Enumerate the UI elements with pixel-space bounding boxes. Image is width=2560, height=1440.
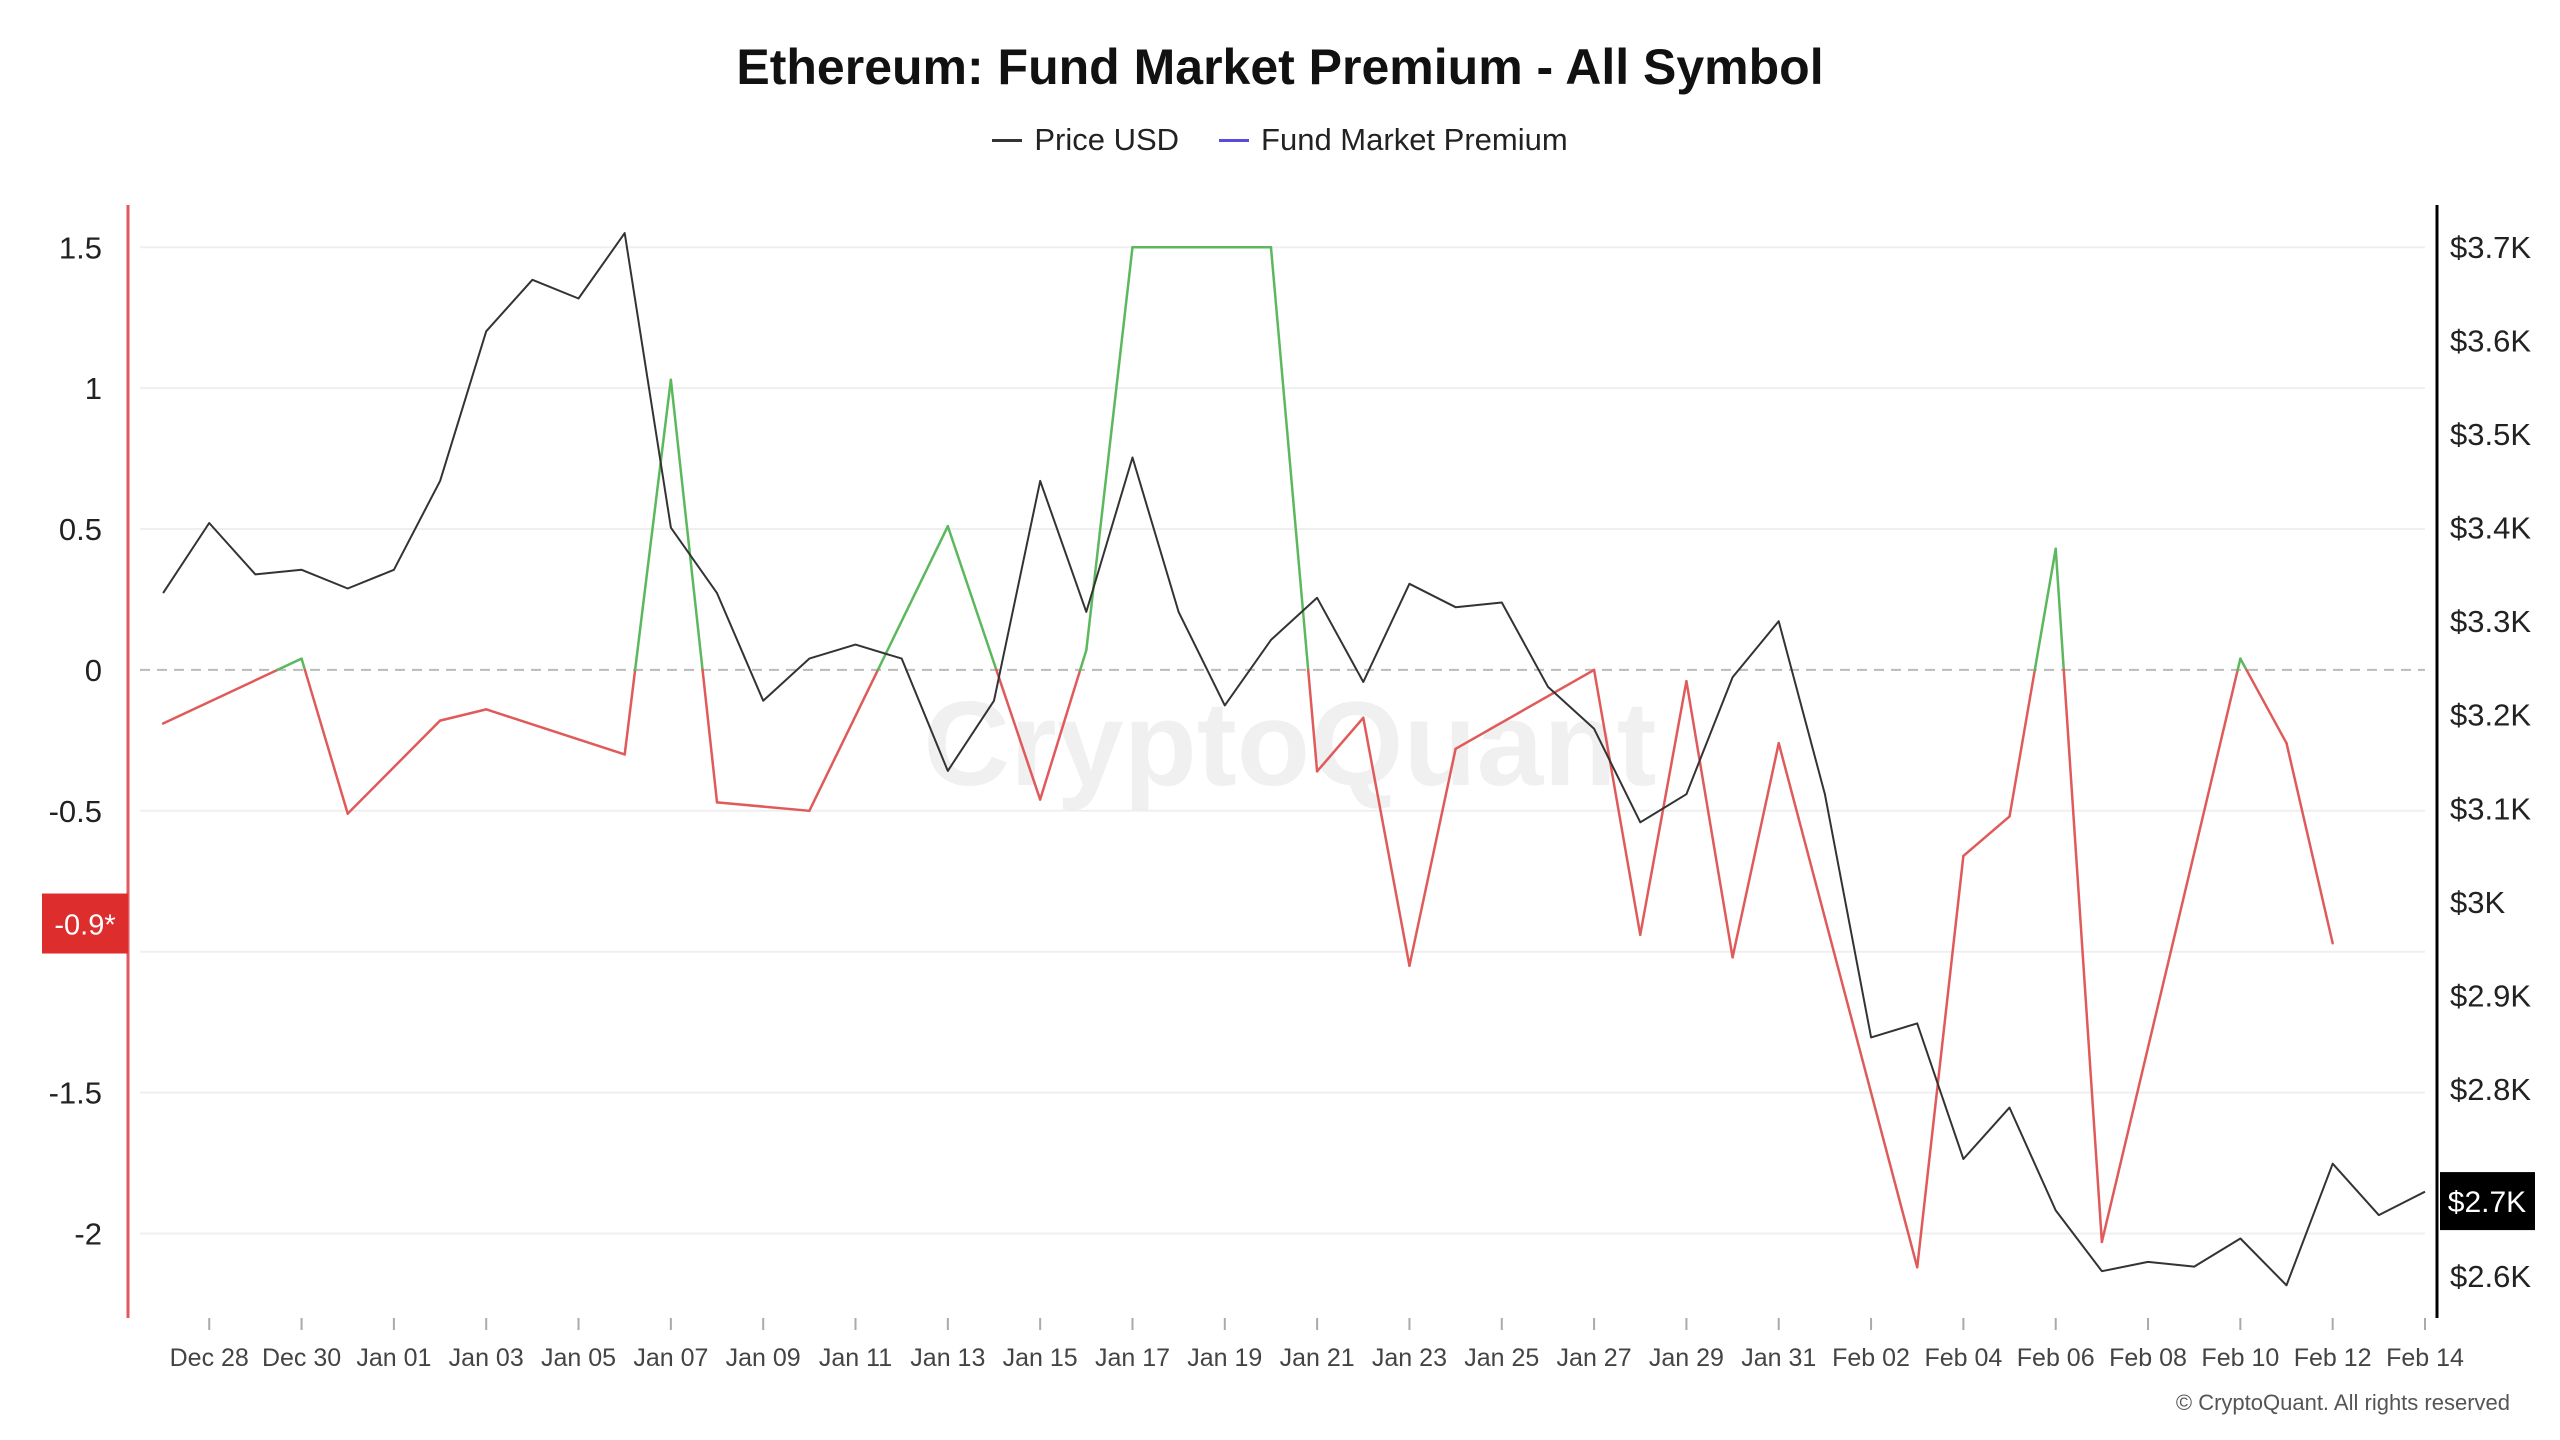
premium-segment — [484, 708, 626, 756]
premium-segment — [1269, 246, 1310, 672]
right-tick-label: $3.3K — [2450, 604, 2531, 639]
premium-segment — [1685, 679, 1734, 959]
x-tick-label: Jan 19 — [1187, 1344, 1262, 1372]
premium-segment — [1408, 747, 1457, 968]
x-tick-label: Jan 17 — [1095, 1344, 1170, 1372]
legend-label-price: Price USD — [1034, 122, 1180, 157]
x-tick-label: Jan 05 — [541, 1344, 616, 1372]
x-tick-label: Feb 06 — [2017, 1344, 2095, 1372]
price-usd-line — [162, 232, 2426, 1287]
premium-segment — [2236, 657, 2242, 672]
watermark-logo: CryptoQuant — [923, 677, 1656, 811]
legend-label-premium: Fund Market Premium — [1261, 122, 1568, 157]
premium-segment — [303, 668, 349, 815]
right-current-value-badge — [2440, 1172, 2535, 1231]
premium-segment — [1315, 716, 1365, 773]
x-tick-label: Dec 30 — [262, 1344, 341, 1372]
x-tick-label: Jan 27 — [1557, 1344, 1632, 1372]
x-tick-label: Jan 25 — [1464, 1344, 1539, 1372]
premium-segment — [1454, 668, 1596, 751]
premium-segment — [1731, 741, 1780, 959]
left-tick-label: 1.5 — [59, 230, 102, 265]
premium-segment — [2054, 547, 2066, 672]
right-tick-label: $3.6K — [2450, 324, 2531, 359]
x-tick-label: Jan 09 — [726, 1344, 801, 1372]
premium-segment — [161, 668, 279, 725]
right-tick-label: $3.2K — [2450, 698, 2531, 733]
right-tick-label: $3K — [2450, 885, 2505, 920]
premium-segment — [2245, 668, 2288, 745]
right-tick-label: $2.8K — [2450, 1072, 2531, 1107]
legend-item-premium[interactable]: Fund Market Premium — [1219, 122, 1568, 158]
right-tick-label: $2.6K — [2450, 1259, 2531, 1294]
x-tick-label: Dec 28 — [170, 1344, 249, 1372]
x-tick-label: Feb 12 — [2294, 1344, 2372, 1372]
legend-item-price[interactable]: Price USD — [992, 122, 1179, 158]
premium-segment — [346, 719, 442, 815]
premium-segment — [701, 668, 719, 804]
x-tick-label: Jan 03 — [449, 1344, 524, 1372]
premium-segment — [1962, 815, 2011, 858]
premium-segment — [1777, 741, 1919, 1269]
x-tick-label: Feb 04 — [1924, 1344, 2002, 1372]
premium-segment — [2100, 668, 2239, 1244]
left-tick-label: -0.5 — [49, 794, 102, 829]
chart-title: Ethereum: Fund Market Premium - All Symb… — [736, 39, 1824, 95]
premium-segment — [276, 657, 303, 672]
right-tick-label: $3.7K — [2450, 230, 2531, 265]
x-tick-label: Jan 01 — [356, 1344, 431, 1372]
premium-segment — [623, 668, 637, 756]
premium-segment — [2033, 547, 2057, 672]
premium-segment — [300, 657, 307, 672]
x-tick-label: Feb 02 — [1832, 1344, 1910, 1372]
left-current-value-badge — [42, 893, 128, 954]
right-tick-label: $3.1K — [2450, 791, 2531, 826]
premium-segment — [2008, 668, 2037, 818]
premium-segment — [2285, 741, 2334, 945]
left-tick-label: 0.5 — [59, 512, 102, 547]
premium-segment — [2239, 657, 2248, 672]
premium-segment — [1038, 668, 1082, 801]
premium-segment — [1915, 854, 1965, 1269]
premium-segment — [946, 524, 998, 672]
premium-segment — [715, 801, 811, 813]
right-tick-label: $3.4K — [2450, 511, 2531, 546]
copyright-text: © CryptoQuant. All rights reserved — [2175, 1390, 2510, 1415]
x-tick-label: Jan 31 — [1741, 1344, 1816, 1372]
premium-segment — [633, 378, 673, 672]
premium-segment — [1362, 716, 1411, 968]
premium-segment — [2062, 668, 2104, 1244]
x-tick-label: Feb 14 — [2386, 1344, 2464, 1372]
left-tick-label: -1.5 — [49, 1076, 102, 1111]
right-tick-label: $2.9K — [2450, 978, 2531, 1013]
x-tick-label: Feb 10 — [2201, 1344, 2279, 1372]
x-tick-label: Jan 29 — [1649, 1344, 1724, 1372]
legend-swatch-price — [992, 138, 1023, 142]
premium-segment — [1078, 648, 1088, 672]
premium-segment — [876, 524, 950, 672]
right-tick-label: $3.5K — [2450, 417, 2531, 452]
x-tick-label: Jan 07 — [633, 1344, 708, 1372]
legend-swatch-premium — [1219, 138, 1250, 142]
premium-segment — [808, 668, 880, 813]
x-tick-label: Jan 13 — [910, 1344, 985, 1372]
x-tick-label: Jan 15 — [1003, 1344, 1078, 1372]
premium-segment — [1306, 668, 1319, 773]
left-current-value-label: -0.9* — [54, 910, 115, 942]
legend: Price USD Fund Market Premium — [0, 122, 2560, 158]
left-tick-label: 1 — [85, 371, 102, 406]
left-tick-label: 0 — [85, 653, 102, 688]
x-tick-label: Jan 21 — [1280, 1344, 1355, 1372]
premium-segment — [438, 708, 488, 722]
right-current-value-label: $2.7K — [2448, 1186, 2526, 1219]
premium-segment — [669, 378, 704, 672]
left-tick-label: -2 — [74, 1216, 102, 1251]
premium-segment — [1592, 668, 1642, 937]
x-tick-label: Jan 23 — [1372, 1344, 1447, 1372]
x-tick-label: Jan 11 — [819, 1344, 892, 1372]
x-tick-label: Feb 08 — [2109, 1344, 2187, 1372]
premium-segment — [995, 668, 1042, 801]
